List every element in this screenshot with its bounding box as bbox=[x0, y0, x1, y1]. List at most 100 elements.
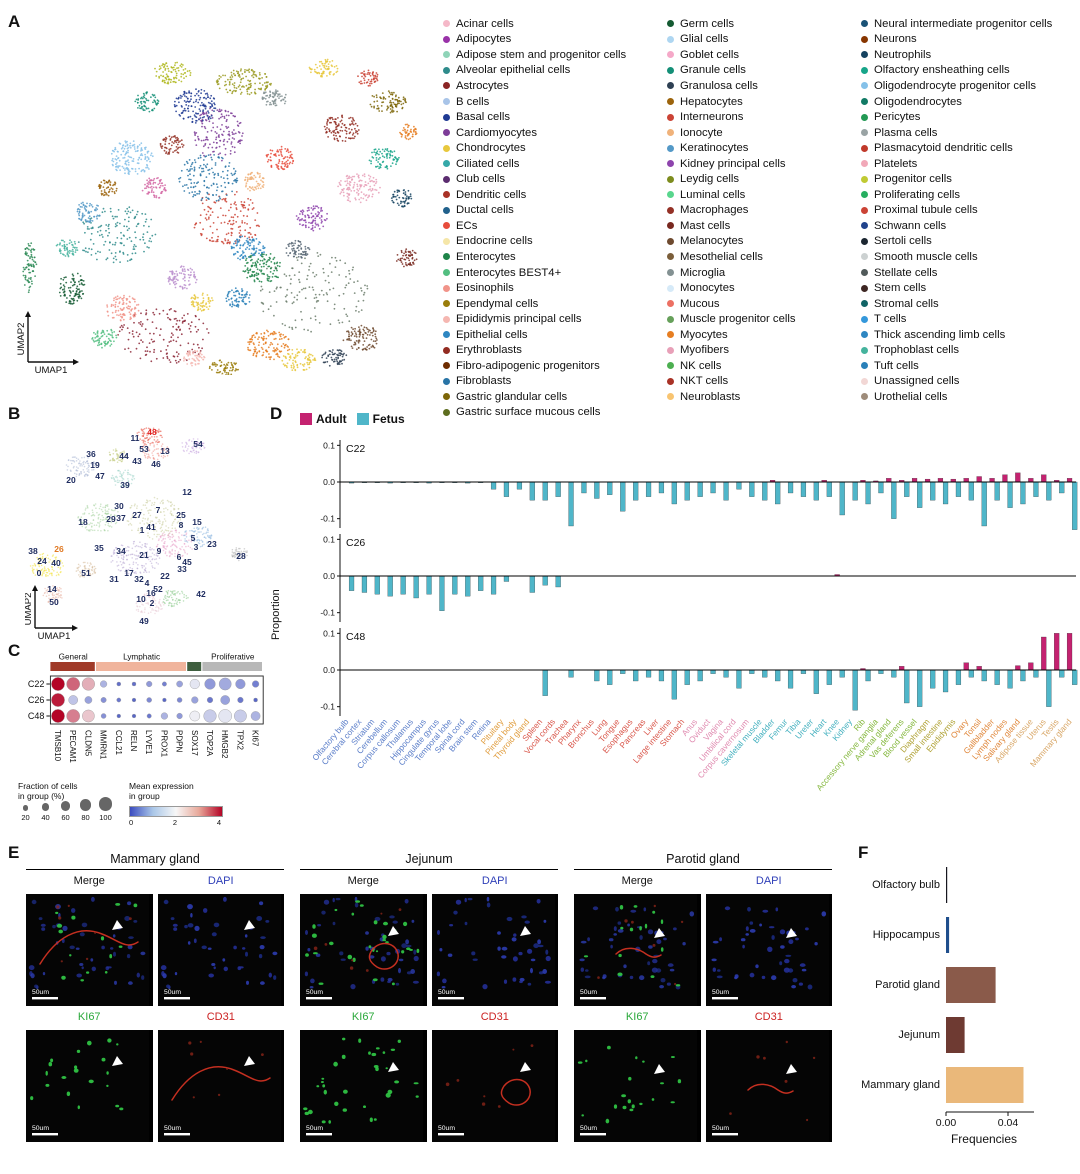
cell-type-color-dot-icon bbox=[443, 253, 450, 261]
cell-type-label: Thick ascending limb cells bbox=[874, 328, 1006, 341]
umap-cluster-blob bbox=[247, 329, 291, 361]
arrowhead-icon bbox=[243, 920, 255, 930]
umap-cluster-blob bbox=[242, 252, 281, 283]
arrowhead-icon bbox=[654, 1064, 665, 1074]
fetus-bar bbox=[594, 481, 600, 499]
scale-bar-label: 50um bbox=[32, 1125, 49, 1132]
fetus-bar bbox=[891, 669, 897, 678]
micro-grid: Merge DAPI 50um 50um KI67 CD31 50um 50um bbox=[300, 875, 558, 1142]
cell-type-legend-item: Trophoblast cells bbox=[861, 342, 1079, 358]
scale-bar-label: 50um bbox=[164, 989, 181, 996]
cell-type-label: NK cells bbox=[680, 359, 722, 372]
adult-bar bbox=[899, 666, 905, 671]
cell-type-label: Gastric glandular cells bbox=[456, 390, 568, 403]
cell-type-color-dot-icon bbox=[861, 315, 868, 323]
channel-label-ki67: KI67 bbox=[625, 1011, 649, 1023]
cell-type-legend-item: Granulosa cells bbox=[667, 78, 849, 94]
cell-type-legend-item: Leydig cells bbox=[667, 171, 849, 187]
fetus-bar bbox=[452, 575, 458, 595]
umap-cluster-blob bbox=[29, 552, 64, 578]
cluster-number-label: 5 bbox=[191, 533, 196, 543]
dotplot-dot bbox=[116, 681, 122, 687]
fetus-bar bbox=[917, 669, 923, 707]
frequency-bar bbox=[946, 1017, 965, 1053]
fraction-size-legend: Fraction of cells in group (%) 20 40 60 80 1… bbox=[18, 781, 113, 827]
cell-type-legend-item: Epithelial cells bbox=[443, 327, 655, 343]
cluster-number-label: 41 bbox=[146, 522, 156, 532]
umap2-axis-label: UMAP2 bbox=[16, 323, 27, 356]
cluster-number-label: 42 bbox=[196, 589, 206, 599]
dotplot-dot bbox=[131, 697, 137, 703]
fetus-bar bbox=[607, 481, 613, 495]
expression-colorbar bbox=[129, 805, 223, 817]
cell-type-label: Gastric surface mucous cells bbox=[456, 406, 601, 419]
cd31-vessel bbox=[368, 942, 399, 970]
fetus-bar bbox=[1046, 481, 1052, 501]
cell-type-legend-item: Glial cells bbox=[667, 32, 849, 48]
dotplot-row-label: C22 bbox=[28, 679, 45, 689]
cell-type-label: Glial cells bbox=[680, 33, 729, 46]
cell-type-color-dot-icon bbox=[667, 284, 674, 292]
cell-type-label: Ionocyte bbox=[680, 126, 723, 139]
frequency-bars-plot: Olfactory bulb Hippocampus Parotid gland Je… bbox=[861, 867, 1034, 1146]
arrowhead-icon bbox=[785, 928, 797, 938]
cell-type-label: Olfactory ensheathing cells bbox=[874, 64, 1010, 77]
cell-type-label: Interneurons bbox=[680, 111, 744, 124]
dotplot-row-label: C26 bbox=[28, 695, 45, 705]
fetus-bar bbox=[710, 669, 716, 674]
umap-cluster-blob bbox=[126, 496, 183, 540]
adult-bar bbox=[976, 476, 982, 483]
cell-type-label: Granule cells bbox=[680, 64, 746, 77]
scale-bar-label: 50um bbox=[32, 989, 49, 996]
cluster-number-label: 12 bbox=[182, 487, 192, 497]
umap-cluster-blob bbox=[190, 292, 214, 312]
umap-cluster-blob bbox=[77, 503, 119, 532]
fetus-bar bbox=[620, 669, 626, 674]
scale-bar bbox=[32, 997, 58, 1000]
cell-type-label: Alveolar epithelial cells bbox=[456, 64, 571, 77]
cell-type-legend-item: Progenitor cells bbox=[861, 171, 1079, 187]
scale-bar bbox=[163, 1133, 190, 1136]
scale-bar-label: 50um bbox=[712, 1125, 729, 1132]
micro-group-title: Mammary gland bbox=[26, 852, 284, 870]
panel-a-label: A bbox=[8, 12, 21, 31]
gene-label: PROX1 bbox=[159, 730, 168, 758]
cell-type-color-dot-icon bbox=[861, 175, 868, 183]
fetus-bar bbox=[865, 669, 871, 682]
cell-type-color-dot-icon bbox=[443, 331, 450, 339]
umap-cluster-blob bbox=[390, 189, 413, 208]
fetus-bar bbox=[1033, 669, 1039, 678]
adult-bar bbox=[937, 478, 944, 483]
umap-cluster-blob bbox=[141, 177, 167, 199]
scale-bar-label: 50um bbox=[580, 989, 597, 996]
fraction-legend-title: Fraction of cells in group (%) bbox=[18, 781, 78, 801]
cell-type-label: Neuroblasts bbox=[680, 390, 741, 403]
proportion-ytick-label: 0.0 bbox=[323, 571, 335, 581]
cluster-number-label: 11 bbox=[131, 433, 140, 443]
micro-image: 50um bbox=[300, 894, 427, 1006]
umap-cluster-blob bbox=[162, 589, 189, 608]
dotplot-dot bbox=[189, 710, 201, 722]
frequency-xtick-label: 0.04 bbox=[998, 1117, 1019, 1129]
umap-axes: UMAP2 UMAP1 bbox=[16, 311, 79, 375]
cluster-number-label: 17 bbox=[124, 568, 134, 578]
umap-a-plot: UMAP2 UMAP1 bbox=[16, 58, 418, 375]
channel-label-cd31: CD31 bbox=[480, 1011, 509, 1023]
fetus-bar bbox=[594, 669, 600, 682]
cluster-number-label: 34 bbox=[116, 546, 126, 556]
expression-color-legend: Mean expression in group 0 2 4 bbox=[129, 781, 223, 827]
gene-label: PECAM1 bbox=[68, 730, 77, 763]
cell-type-legend-col1: Acinar cells Adipocytes Adipose stem and p… bbox=[443, 16, 655, 420]
umap-cluster-blob bbox=[106, 294, 140, 322]
fetus-bar bbox=[529, 481, 535, 501]
fraction-legend-item: 40 bbox=[38, 803, 53, 822]
gene-label: MMRN1 bbox=[99, 730, 108, 760]
channel-label-merge: Merge bbox=[73, 875, 105, 887]
cell-type-label: Epithelial cells bbox=[456, 328, 528, 341]
cell-type-color-dot-icon bbox=[861, 51, 868, 59]
cell-type-label: Germ cells bbox=[680, 17, 734, 30]
dotplot-dot bbox=[51, 709, 65, 723]
umap-cluster-blob bbox=[308, 58, 339, 78]
fetus-bar bbox=[1020, 481, 1026, 505]
umap-cluster-blob bbox=[368, 148, 400, 170]
